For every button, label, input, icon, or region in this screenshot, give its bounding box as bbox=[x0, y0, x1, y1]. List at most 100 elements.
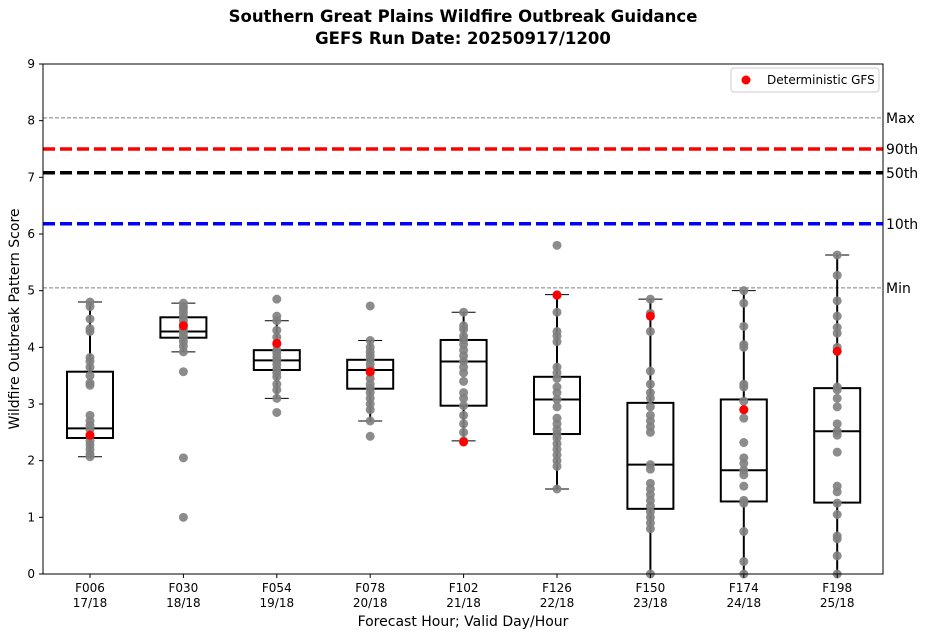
member-point bbox=[552, 402, 562, 412]
x-tick-label-valid: 17/18 bbox=[73, 596, 108, 610]
member-point bbox=[832, 426, 842, 436]
member-point bbox=[365, 336, 375, 346]
deterministic-point bbox=[552, 290, 562, 300]
reference-label-max: Max bbox=[886, 111, 915, 127]
legend-marker-deterministic bbox=[741, 75, 751, 85]
member-point bbox=[832, 498, 842, 508]
y-tick-label: 1 bbox=[27, 510, 35, 524]
member-point bbox=[739, 396, 749, 406]
member-point bbox=[272, 325, 282, 335]
member-point bbox=[832, 551, 842, 561]
x-tick-label-hour: F006 bbox=[75, 581, 105, 595]
x-axis-label: Forecast Hour; Valid Day/Hour bbox=[358, 614, 569, 630]
member-point bbox=[832, 419, 842, 429]
y-tick-label: 5 bbox=[27, 284, 35, 298]
member-point bbox=[272, 379, 282, 389]
x-tick-label-hour: F174 bbox=[729, 581, 759, 595]
member-point bbox=[832, 510, 842, 519]
member-point bbox=[459, 427, 469, 437]
member-point bbox=[645, 326, 655, 336]
member-point bbox=[85, 324, 95, 334]
y-tick-label: 6 bbox=[27, 227, 35, 241]
x-tick-label-valid: 18/18 bbox=[166, 596, 201, 610]
y-tick-label: 0 bbox=[27, 567, 35, 581]
member-point bbox=[739, 557, 749, 567]
deterministic-point bbox=[178, 321, 188, 331]
member-point bbox=[739, 453, 749, 463]
member-point bbox=[272, 393, 282, 403]
member-point bbox=[739, 321, 749, 331]
member-point bbox=[85, 353, 95, 363]
member-point bbox=[85, 297, 95, 307]
x-tick-label-hour: F126 bbox=[542, 581, 572, 595]
deterministic-point bbox=[85, 430, 95, 440]
legend-box bbox=[730, 67, 880, 93]
reference-label-min: Min bbox=[886, 281, 911, 297]
y-tick-label: 3 bbox=[27, 397, 35, 411]
member-point bbox=[739, 438, 749, 448]
deterministic-point bbox=[459, 437, 469, 447]
member-point bbox=[178, 298, 188, 308]
member-point bbox=[832, 402, 842, 412]
deterministic-point bbox=[365, 367, 375, 377]
x-tick-label-hour: F150 bbox=[635, 581, 665, 595]
member-point bbox=[459, 388, 469, 398]
member-point bbox=[365, 431, 375, 441]
member-point bbox=[85, 371, 95, 381]
member-point bbox=[832, 311, 842, 321]
member-point bbox=[552, 307, 562, 317]
reference-label-50th: 50th bbox=[886, 166, 918, 182]
member-point bbox=[832, 270, 842, 280]
member-point bbox=[739, 286, 749, 296]
y-tick-label: 2 bbox=[27, 454, 35, 468]
member-point bbox=[552, 326, 562, 336]
member-point bbox=[832, 296, 842, 306]
member-point bbox=[645, 478, 655, 488]
x-tick-label-valid: 21/18 bbox=[446, 596, 481, 610]
x-tick-label-hour: F078 bbox=[355, 581, 385, 595]
member-point bbox=[459, 321, 469, 331]
x-tick-label-hour: F030 bbox=[168, 581, 198, 595]
member-point bbox=[459, 376, 469, 386]
member-point bbox=[272, 294, 282, 304]
member-point bbox=[459, 419, 469, 429]
member-point bbox=[459, 331, 469, 341]
y-tick-label: 7 bbox=[27, 170, 35, 184]
member-point bbox=[552, 382, 562, 392]
member-point bbox=[552, 240, 562, 250]
member-point bbox=[832, 447, 842, 457]
x-tick-label-valid: 23/18 bbox=[633, 596, 668, 610]
member-point bbox=[459, 307, 469, 317]
member-point bbox=[552, 484, 562, 494]
member-point bbox=[272, 311, 282, 321]
member-point bbox=[739, 527, 749, 536]
deterministic-point bbox=[739, 405, 749, 415]
member-point bbox=[645, 379, 655, 389]
member-point bbox=[739, 413, 749, 423]
chart-subtitle: GEFS Run Date: 20250917/1200 bbox=[315, 29, 611, 48]
legend: Deterministic GFS bbox=[730, 67, 880, 93]
member-point bbox=[272, 332, 282, 342]
member-point bbox=[645, 366, 655, 376]
x-tick-label-valid: 20/18 bbox=[353, 596, 388, 610]
member-point bbox=[85, 378, 95, 388]
member-point bbox=[178, 512, 188, 522]
member-point bbox=[832, 250, 842, 260]
y-axis-label: Wildfire Outbreak Pattern Score bbox=[7, 208, 23, 429]
member-point bbox=[832, 323, 842, 332]
deterministic-point bbox=[645, 311, 655, 321]
x-tick-label-valid: 24/18 bbox=[727, 596, 762, 610]
member-point bbox=[645, 460, 655, 470]
x-tick-label-valid: 19/18 bbox=[260, 596, 295, 610]
y-tick-label: 4 bbox=[27, 340, 35, 354]
member-point bbox=[85, 410, 95, 420]
y-tick-label: 8 bbox=[27, 114, 35, 128]
x-tick-label-hour: F102 bbox=[449, 581, 479, 595]
member-point bbox=[645, 388, 655, 398]
deterministic-point bbox=[272, 338, 282, 348]
member-point bbox=[272, 408, 282, 417]
member-point bbox=[552, 413, 562, 423]
member-point bbox=[739, 465, 749, 475]
member-point bbox=[645, 410, 655, 420]
